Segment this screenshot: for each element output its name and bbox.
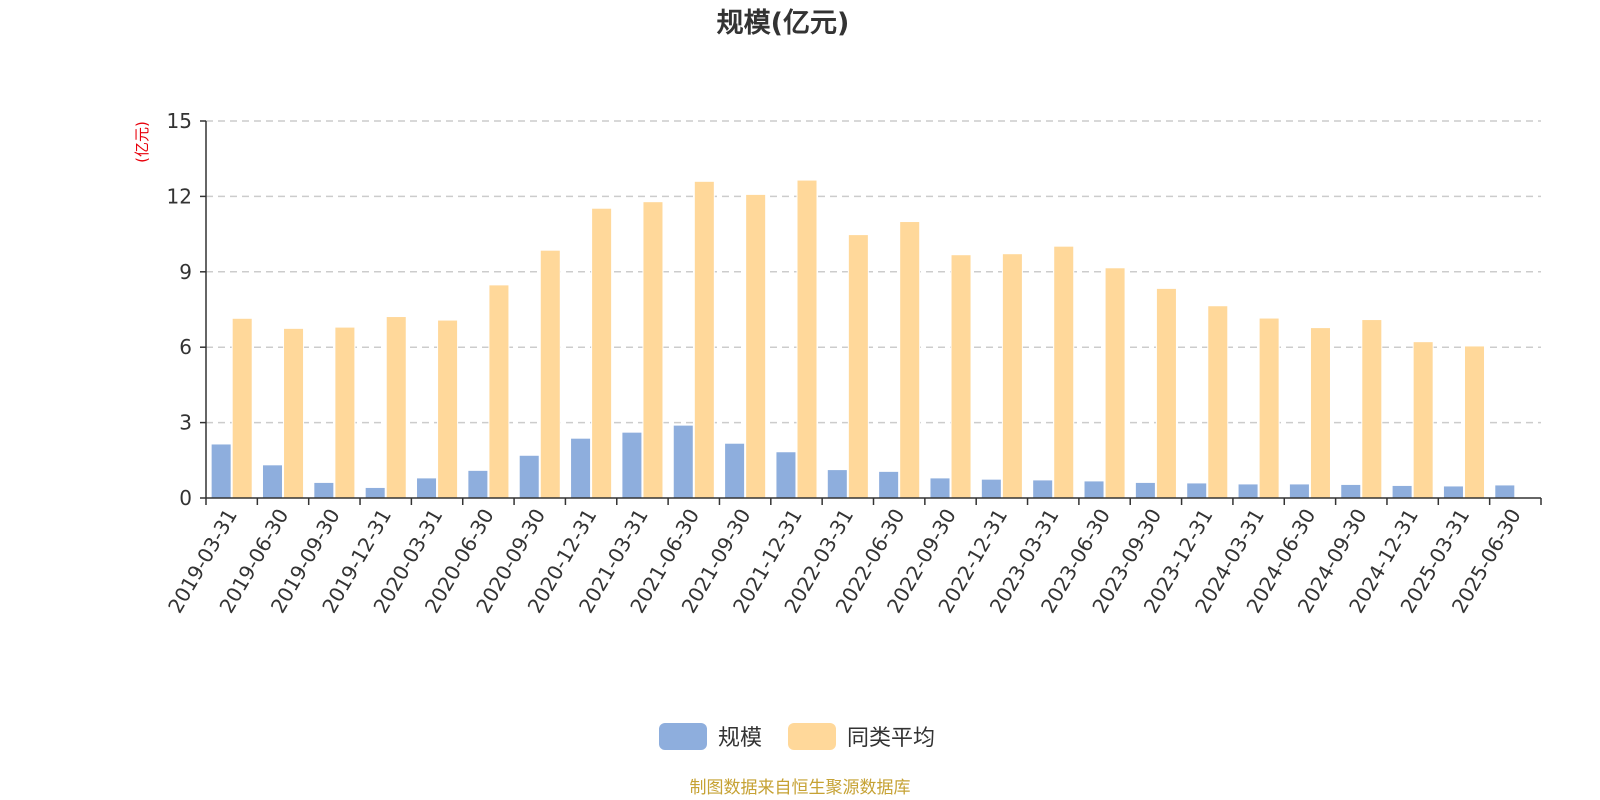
bar-scale[interactable] (1442, 485, 1464, 499)
chart-title: 规模(亿元) (717, 8, 850, 39)
bar-peer-average[interactable] (334, 326, 356, 499)
bar-scale[interactable] (261, 464, 284, 499)
grid-lines (206, 120, 1541, 424)
bar-peer-average[interactable] (437, 319, 459, 499)
bar-peer-average[interactable] (1155, 287, 1177, 499)
bar-peer-average[interactable] (283, 327, 305, 499)
bar-peer-average[interactable] (539, 249, 561, 499)
bar-scale[interactable] (929, 477, 951, 499)
bar-scale[interactable] (313, 481, 335, 499)
y-tick-label: 15 (167, 109, 192, 133)
legend-swatch-scale[interactable] (659, 723, 707, 750)
legend-swatch-peer-average[interactable] (788, 723, 836, 750)
bar-scale[interactable] (364, 486, 386, 499)
bar-scale[interactable] (1237, 483, 1259, 499)
bar-peer-average[interactable] (847, 234, 869, 499)
bar-peer-average[interactable] (950, 254, 972, 499)
bar-peer-average[interactable] (1001, 253, 1023, 499)
legend: 规模 同类平均 (659, 723, 935, 751)
bar-peer-average[interactable] (1258, 317, 1280, 499)
bar-peer-average[interactable] (591, 207, 613, 499)
bar-scale[interactable] (1340, 483, 1362, 499)
bar-scale[interactable] (210, 443, 232, 499)
bar-peer-average[interactable] (231, 317, 253, 499)
bar-peer-average[interactable] (488, 284, 510, 499)
bar-scale[interactable] (724, 442, 746, 499)
legend-label-peer-average[interactable]: 同类平均 (847, 726, 935, 751)
legend-label-scale[interactable]: 规模 (718, 726, 762, 751)
bar-peer-average[interactable] (1309, 327, 1331, 499)
bar-scale[interactable] (1288, 483, 1310, 499)
bar-scale[interactable] (416, 477, 438, 499)
bar-scale[interactable] (570, 437, 592, 499)
y-axis: 0 3 6 9 12 15 (167, 109, 207, 510)
x-axis: 2019-03-312019-06-302019-09-302019-12-31… (163, 497, 1542, 617)
bar-peer-average[interactable] (1463, 345, 1486, 499)
bar-scale[interactable] (518, 454, 540, 499)
data-source-note: 制图数据来自恒生聚源数据库 (690, 778, 911, 798)
bar-peer-average[interactable] (385, 316, 407, 499)
bar-scale[interactable] (1494, 484, 1516, 499)
bar-scale[interactable] (1032, 479, 1054, 499)
bar-peer-average[interactable] (899, 221, 921, 499)
bar-scale[interactable] (775, 451, 797, 499)
y-tick-label: 9 (179, 260, 192, 284)
bar-scale[interactable] (1134, 481, 1156, 499)
y-tick-label: 12 (167, 184, 192, 208)
bar-scale[interactable] (621, 431, 643, 499)
y-tick-label: 6 (179, 335, 192, 359)
bar-peer-average[interactable] (1412, 341, 1434, 499)
y-tick-label: 0 (179, 486, 192, 510)
y-tick-label: 3 (179, 411, 192, 435)
bar-scale[interactable] (672, 424, 694, 499)
y-axis-unit-label: (亿元) (133, 121, 151, 163)
bar-peer-average[interactable] (693, 180, 715, 499)
bar-scale[interactable] (1186, 482, 1208, 499)
bar-marks (210, 179, 1516, 499)
bar-scale[interactable] (980, 478, 1002, 499)
bar-scale[interactable] (1083, 480, 1105, 499)
bar-peer-average[interactable] (745, 193, 767, 499)
bar-scale[interactable] (826, 469, 848, 499)
bar-peer-average[interactable] (796, 179, 818, 499)
bar-peer-average[interactable] (1361, 319, 1383, 499)
bar-peer-average[interactable] (1104, 267, 1126, 499)
bar-scale[interactable] (1391, 484, 1413, 499)
bar-scale[interactable] (467, 469, 489, 499)
bar-peer-average[interactable] (1053, 245, 1075, 499)
bar-peer-average[interactable] (642, 201, 664, 499)
bar-scale[interactable] (878, 470, 900, 499)
bar-peer-average[interactable] (1207, 305, 1229, 499)
